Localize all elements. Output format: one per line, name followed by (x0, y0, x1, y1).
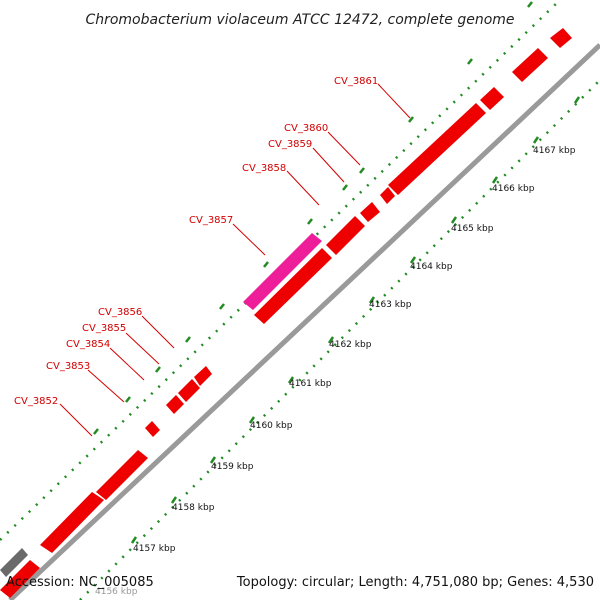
accession-text: Accession: NC_005085 (6, 575, 154, 590)
outer-track-tick (527, 1, 533, 8)
scale-tick-label: 4164 kbp (410, 262, 453, 272)
inner-track-tick (409, 256, 417, 264)
genome-backbone (8, 43, 600, 600)
scale-tick-label: 4160 kbp (250, 421, 293, 431)
gene-arrow[interactable] (360, 202, 380, 222)
scale-tick-label: 4162 kbp (329, 340, 372, 350)
gene-label: CV_3861 (334, 76, 378, 87)
scale-tick-label: 4166 kbp (492, 184, 535, 194)
scale-tick-label: 4157 kbp (133, 544, 176, 554)
outer-track-tick (155, 366, 161, 373)
gene-label: CV_3860 (284, 123, 328, 134)
gene-arrow-grey[interactable] (0, 548, 28, 577)
scale-tick-label: 4159 kbp (211, 462, 254, 472)
gene-label: CV_3858 (242, 163, 286, 174)
gene-arrow-highlight[interactable] (243, 233, 322, 310)
gene-arrow[interactable] (480, 87, 504, 110)
gene-arrow[interactable] (178, 379, 200, 402)
gene-arrow[interactable] (40, 492, 104, 553)
inner-track-tick (532, 136, 540, 144)
gene-label: CV_3859 (268, 139, 312, 150)
gene-arrow[interactable] (388, 103, 486, 195)
gene-label: CV_3853 (46, 361, 90, 372)
gene-arrow[interactable] (550, 28, 572, 48)
gene-arrow[interactable] (166, 395, 184, 414)
gene-label-leaders (59, 83, 411, 437)
gene-arrow[interactable] (380, 187, 395, 204)
scale-tick-label: 4156 kbp (95, 587, 138, 597)
gene-arrow[interactable] (512, 48, 548, 82)
outer-track-tick (185, 336, 191, 343)
outer-track-tick (307, 218, 313, 225)
genome-summary-text: Topology: circular; Length: 4,751,080 bp… (236, 575, 594, 590)
inner-track-tick (491, 176, 499, 184)
gene-label: CV_3856 (98, 307, 142, 318)
outer-major-ticks (93, 1, 533, 435)
scale-tick-label: 4163 kbp (369, 300, 412, 310)
inner-major-ticks (130, 96, 581, 544)
scale-tick-label: 4165 kbp (451, 224, 494, 234)
gene-arrow[interactable] (326, 216, 365, 255)
outer-track-tick (408, 116, 414, 123)
scale-tick-label: 4167 kbp (533, 146, 576, 156)
gene-label: CV_3852 (14, 396, 58, 407)
outer-track-tick (342, 184, 348, 191)
inner-track-tick (209, 456, 217, 464)
map-title: Chromobacterium violaceum ATCC 12472, co… (85, 12, 514, 28)
inner-track-tick (130, 536, 138, 544)
outer-track-tick (467, 58, 473, 65)
outer-track-tick (219, 303, 225, 310)
inner-track-tick (573, 96, 581, 104)
gene-features (0, 28, 572, 598)
gene-arrow[interactable] (194, 366, 212, 386)
outer-track-tick (263, 261, 269, 268)
inner-track-tick (287, 376, 295, 384)
gene-label: CV_3855 (82, 323, 126, 334)
gene-arrow[interactable] (145, 421, 160, 437)
outer-track-tick (359, 167, 365, 174)
outer-track-tick (93, 428, 99, 435)
inner-track-tick (170, 496, 178, 504)
gene-label: CV_3857 (189, 215, 233, 226)
gene-arrow[interactable] (96, 450, 148, 500)
scale-tick-label: 4158 kbp (172, 503, 215, 513)
gene-arrow[interactable] (0, 560, 40, 598)
inner-track-tick (368, 296, 376, 304)
gene-arrow[interactable] (254, 248, 332, 324)
gene-label: CV_3854 (66, 339, 110, 350)
scale-tick-label: 4161 kbp (289, 379, 332, 389)
outer-track-tick (125, 396, 131, 403)
inner-track-tick (327, 336, 335, 344)
inner-track-tick (248, 416, 256, 424)
inner-track-tick (450, 216, 458, 224)
